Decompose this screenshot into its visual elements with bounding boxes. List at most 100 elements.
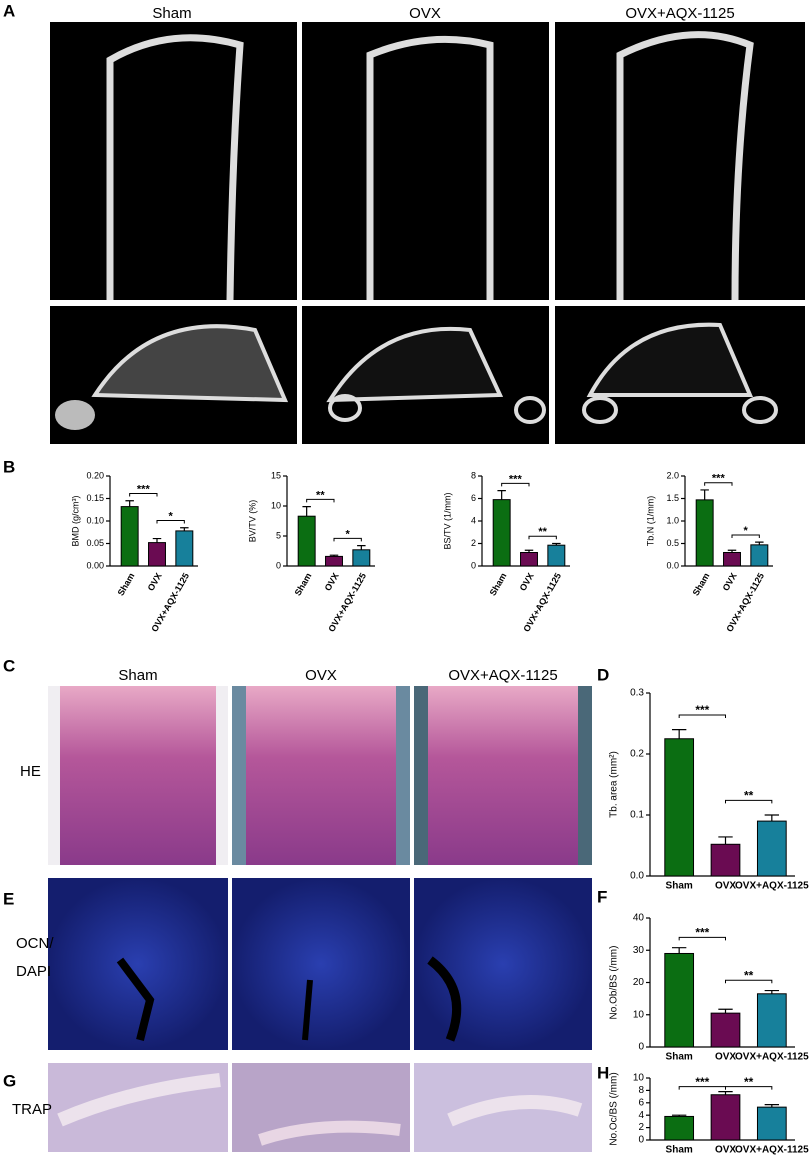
y-axis-label: BS/TV (1/mm) (442, 492, 452, 549)
y-tick-label: 4 (471, 515, 476, 525)
y-tick-label: 2 (471, 538, 476, 548)
y-axis-label: BV/TV (%) (247, 500, 257, 543)
panel-label: G (3, 1071, 16, 1090)
column-header: Sham (152, 5, 191, 22)
significance-bracket (306, 498, 335, 503)
y-tick-label: 0.0 (630, 871, 644, 882)
column-header: OVX+AQX-1125 (625, 5, 734, 22)
bar (710, 843, 741, 877)
panel-label: E (3, 889, 14, 908)
bar (297, 515, 316, 567)
significance-bracket (528, 535, 557, 540)
x-tick-label: OVX (146, 571, 164, 592)
significance-bracket (725, 1086, 773, 1090)
significance-label: *** (137, 483, 151, 495)
row-label: TRAP (12, 1101, 52, 1118)
error-bar (329, 554, 339, 557)
bar (352, 549, 371, 567)
x-tick-label: OVX (715, 1052, 736, 1063)
y-tick-label: 10 (271, 500, 281, 510)
y-tick-label: 0.0 (666, 560, 679, 570)
significance-bracket (725, 799, 773, 804)
error-bar (552, 542, 561, 546)
error-bar (357, 545, 366, 550)
error-bar (524, 549, 534, 553)
bar (148, 542, 166, 567)
bar (547, 544, 566, 567)
y-tick-label: 1.0 (666, 515, 679, 525)
x-tick-label: Sham (666, 1145, 693, 1156)
row-label: OCN/ (16, 935, 54, 952)
significance-label: ** (744, 789, 754, 803)
error-bar (764, 1104, 780, 1108)
bar (723, 552, 741, 567)
x-tick-label: OVX (518, 571, 536, 592)
y-tick-label: 20 (633, 977, 645, 988)
panel-label: F (597, 887, 607, 906)
y-axis-label: Tb. area (mm²) (609, 751, 620, 818)
bar (664, 952, 695, 1048)
panel-label: A (3, 1, 15, 20)
bar (520, 552, 538, 567)
column-header: Sham (118, 667, 157, 684)
bar (756, 1106, 787, 1141)
significance-label: * (744, 525, 749, 537)
error-bar (180, 527, 189, 531)
error-bar (671, 947, 687, 954)
y-tick-label: 6 (638, 1097, 644, 1108)
histology-images (48, 686, 592, 1152)
x-tick-label: OVX (721, 571, 739, 592)
y-tick-label: 0.2 (630, 749, 644, 760)
significance-bracket (731, 534, 760, 538)
panel-label: C (3, 656, 15, 675)
panel-label: D (597, 665, 609, 684)
significance-label: *** (695, 926, 709, 940)
x-tick-label: OVX (715, 1145, 736, 1156)
x-tick-label: Sham (666, 1052, 693, 1063)
y-tick-label: 8 (638, 1085, 644, 1096)
y-tick-label: 8 (471, 470, 476, 480)
y-tick-label: 6 (471, 493, 476, 503)
significance-label: ** (744, 1075, 754, 1089)
y-tick-label: 30 (633, 945, 645, 956)
x-tick-label: Sham (488, 571, 509, 597)
bar (750, 544, 769, 567)
y-tick-label: 4 (638, 1110, 644, 1121)
significance-bracket (333, 537, 362, 542)
x-tick-label: Sham (666, 881, 693, 892)
y-tick-label: 0.3 (630, 688, 644, 699)
error-bar (718, 1008, 733, 1014)
error-bar (700, 489, 709, 500)
x-tick-label: OVX+AQX-1125 (735, 881, 809, 892)
significance-label: * (346, 528, 351, 540)
column-header: OVX (305, 667, 337, 684)
error-bar (764, 814, 780, 822)
error-bar (302, 506, 311, 517)
significance-bracket (678, 936, 726, 941)
bar (710, 1012, 741, 1048)
y-tick-label: 0.1 (630, 810, 644, 821)
y-tick-label: 0.05 (86, 538, 104, 548)
x-tick-label: OVX+AQX-1125 (735, 1052, 809, 1063)
y-tick-label: 5 (276, 530, 281, 540)
x-tick-label: Sham (691, 571, 712, 597)
significance-bracket (678, 714, 726, 718)
y-tick-label: 0 (276, 560, 281, 570)
significance-label: * (169, 510, 174, 522)
significance-label: *** (695, 1075, 709, 1089)
significance-bracket (156, 520, 185, 524)
x-tick-label: OVX+AQX-1125 (735, 1145, 809, 1156)
y-tick-label: 10 (633, 1073, 645, 1084)
x-tick-label: Sham (293, 571, 314, 597)
significance-label: ** (538, 526, 547, 538)
error-bar (718, 1091, 733, 1095)
bar (664, 738, 695, 877)
y-axis-label: No.Ob/BS (/mm) (609, 946, 620, 1020)
error-bar (755, 541, 764, 545)
y-axis-label: Tb.N (1/mm) (645, 496, 655, 547)
microct-images (50, 22, 805, 444)
error-bar (125, 500, 134, 507)
y-tick-label: 10 (633, 1009, 645, 1020)
significance-bracket (129, 493, 158, 497)
